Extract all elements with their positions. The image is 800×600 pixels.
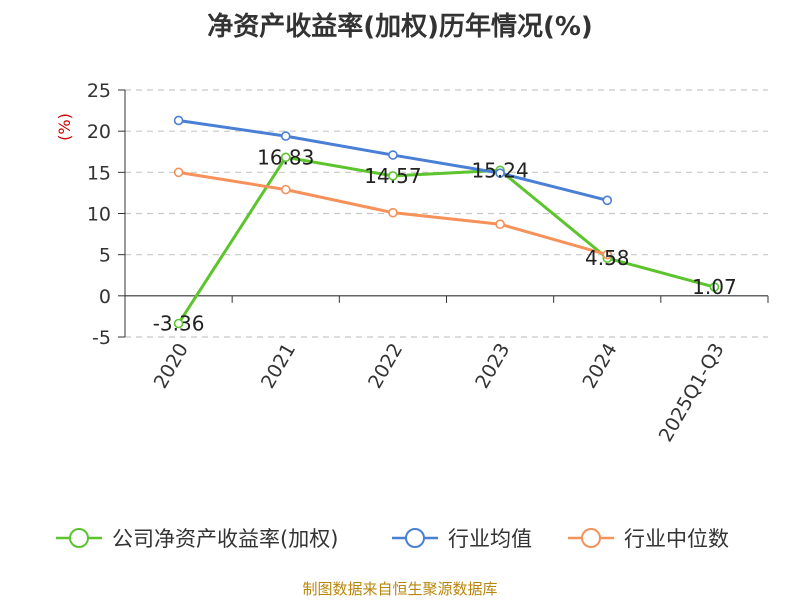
legend-marker bbox=[405, 528, 425, 548]
x-tick-label: 2023 bbox=[471, 340, 514, 393]
y-tick-label: 10 bbox=[87, 204, 111, 226]
axis-layer: -5 0 5 10 15 20 25 (%) 2020 2021 2022 2023 2024 2025Q… bbox=[55, 80, 769, 446]
legend-label: 行业均值 bbox=[448, 527, 532, 551]
data-label: -3.36 bbox=[153, 311, 205, 335]
data-label: 15.24 bbox=[471, 158, 528, 182]
data-point bbox=[388, 171, 398, 181]
chart-title: 净资产收益率(加权)历年情况(%) bbox=[207, 12, 593, 42]
series-layer bbox=[173, 115, 720, 329]
data-point bbox=[280, 184, 291, 195]
y-axis-title: (%) bbox=[55, 113, 74, 141]
y-tick-label: 0 bbox=[99, 286, 111, 308]
x-tick-label: 2020 bbox=[150, 340, 193, 393]
legend-label: 公司净资产收益率(加权) bbox=[112, 527, 338, 551]
data-point bbox=[495, 168, 505, 178]
data-label: 1.07 bbox=[692, 275, 737, 299]
x-tick-label: 2025Q1-Q3 bbox=[655, 340, 729, 446]
data-point bbox=[280, 131, 291, 141]
source-note: 制图数据来自恒生聚源数据库 bbox=[302, 580, 498, 598]
data-point bbox=[280, 152, 291, 163]
legend-item[interactable]: 行业中位数 bbox=[568, 527, 729, 551]
data-point bbox=[709, 282, 720, 292]
x-tick-label: 2024 bbox=[578, 340, 621, 393]
data-point bbox=[495, 219, 505, 230]
legend-marker bbox=[69, 528, 89, 548]
label-layer: -3.36 16.83 14.57 15.24 4.58 1.07 bbox=[153, 145, 737, 335]
data-point bbox=[173, 115, 184, 126]
legend-item[interactable]: 公司净资产收益率(加权) bbox=[56, 527, 338, 551]
data-point bbox=[602, 195, 613, 206]
data-point bbox=[388, 207, 398, 218]
legend-layer[interactable]: 公司净资产收益率(加权) 行业均值 行业中位数 bbox=[56, 527, 729, 551]
y-tick-label: 20 bbox=[87, 121, 111, 143]
legend-label: 行业中位数 bbox=[624, 527, 729, 551]
y-tick-label: -5 bbox=[92, 327, 111, 349]
data-label: 16.83 bbox=[257, 145, 314, 169]
x-tick-label: 2022 bbox=[364, 340, 407, 393]
data-label: 14.57 bbox=[364, 164, 421, 188]
series-line-0 bbox=[177, 155, 715, 325]
y-tick-label: 5 bbox=[99, 245, 111, 267]
legend-marker bbox=[581, 528, 601, 548]
data-point bbox=[173, 167, 184, 178]
data-label: 4.58 bbox=[585, 246, 630, 270]
x-tick-label: 2021 bbox=[257, 340, 300, 393]
y-tick-label: 15 bbox=[87, 162, 111, 184]
data-point bbox=[602, 249, 613, 260]
legend-item[interactable]: 行业均值 bbox=[392, 527, 532, 551]
series-line-1 bbox=[178, 118, 608, 202]
data-point bbox=[388, 150, 398, 160]
y-tick-label: 25 bbox=[87, 80, 111, 102]
data-point bbox=[173, 318, 184, 329]
